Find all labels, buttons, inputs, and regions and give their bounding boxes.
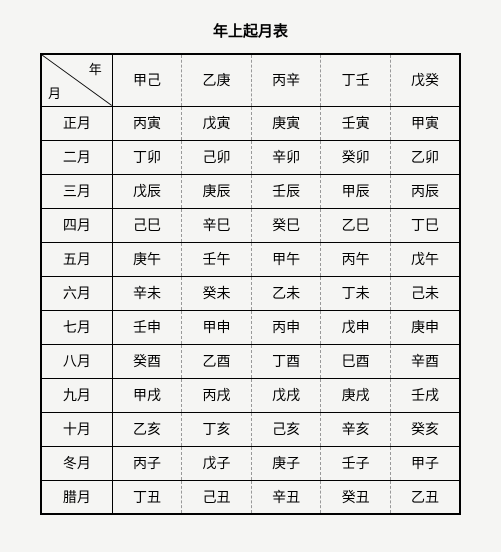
table-cell: 丙戌 — [182, 378, 252, 412]
table-cell: 丙辰 — [390, 174, 460, 208]
table-cell: 庚午 — [112, 242, 182, 276]
table-row: 冬月丙子戊子庚子壬子甲子 — [41, 446, 460, 480]
table-cell: 癸卯 — [321, 140, 391, 174]
table-cell: 甲申 — [182, 310, 252, 344]
table-cell: 丙午 — [321, 242, 391, 276]
table-cell: 庚申 — [390, 310, 460, 344]
table-cell: 辛巳 — [182, 208, 252, 242]
table-cell: 乙未 — [251, 276, 321, 310]
corner-year-label: 年 — [89, 59, 102, 78]
table-cell: 辛酉 — [390, 344, 460, 378]
table-cell: 戊子 — [182, 446, 252, 480]
col-header: 丁壬 — [321, 54, 391, 106]
table-cell: 戊申 — [321, 310, 391, 344]
table-cell: 丁卯 — [112, 140, 182, 174]
month-lookup-table: 年 月 甲己 乙庚 丙辛 丁壬 戊癸 正月丙寅戊寅庚寅壬寅甲寅二月丁卯己卯辛卯癸… — [40, 53, 461, 515]
table-cell: 癸酉 — [112, 344, 182, 378]
table-row: 七月壬申甲申丙申戊申庚申 — [41, 310, 460, 344]
table-cell: 甲午 — [251, 242, 321, 276]
table-cell: 辛丑 — [251, 480, 321, 514]
table-row: 十月乙亥丁亥己亥辛亥癸亥 — [41, 412, 460, 446]
row-header: 正月 — [41, 106, 112, 140]
row-header: 腊月 — [41, 480, 112, 514]
table-cell: 乙丑 — [390, 480, 460, 514]
table-cell: 丁巳 — [390, 208, 460, 242]
table-row: 九月甲戌丙戌戊戌庚戌壬戌 — [41, 378, 460, 412]
table-cell: 乙巳 — [321, 208, 391, 242]
table-cell: 庚子 — [251, 446, 321, 480]
table-wrapper: 年 月 甲己 乙庚 丙辛 丁壬 戊癸 正月丙寅戊寅庚寅壬寅甲寅二月丁卯己卯辛卯癸… — [40, 53, 461, 515]
table-cell: 己卯 — [182, 140, 252, 174]
table-cell: 甲寅 — [390, 106, 460, 140]
row-header: 八月 — [41, 344, 112, 378]
table-cell: 辛卯 — [251, 140, 321, 174]
table-cell: 戊辰 — [112, 174, 182, 208]
table-cell: 壬子 — [321, 446, 391, 480]
table-cell: 壬午 — [182, 242, 252, 276]
row-header: 十月 — [41, 412, 112, 446]
col-header: 丙辛 — [251, 54, 321, 106]
table-cell: 丙子 — [112, 446, 182, 480]
table-cell: 巳酉 — [321, 344, 391, 378]
table-row: 二月丁卯己卯辛卯癸卯乙卯 — [41, 140, 460, 174]
row-header: 四月 — [41, 208, 112, 242]
table-row: 腊月丁丑己丑辛丑癸丑乙丑 — [41, 480, 460, 514]
table-row: 六月辛未癸未乙未丁未己未 — [41, 276, 460, 310]
table-body: 正月丙寅戊寅庚寅壬寅甲寅二月丁卯己卯辛卯癸卯乙卯三月戊辰庚辰壬辰甲辰丙辰四月己巳… — [41, 106, 460, 514]
table-cell: 乙酉 — [182, 344, 252, 378]
row-header: 冬月 — [41, 446, 112, 480]
header-row: 年 月 甲己 乙庚 丙辛 丁壬 戊癸 — [41, 54, 460, 106]
table-cell: 癸丑 — [321, 480, 391, 514]
table-cell: 壬戌 — [390, 378, 460, 412]
table-cell: 甲辰 — [321, 174, 391, 208]
row-header: 六月 — [41, 276, 112, 310]
corner-cell: 年 月 — [41, 54, 112, 106]
table-cell: 丁丑 — [112, 480, 182, 514]
table-cell: 癸未 — [182, 276, 252, 310]
table-cell: 辛未 — [112, 276, 182, 310]
table-row: 四月己巳辛巳癸巳乙巳丁巳 — [41, 208, 460, 242]
row-header: 二月 — [41, 140, 112, 174]
table-cell: 甲戌 — [112, 378, 182, 412]
table-cell: 戊午 — [390, 242, 460, 276]
table-cell: 乙亥 — [112, 412, 182, 446]
table-title: 年上起月表 — [20, 20, 481, 41]
table-cell: 己未 — [390, 276, 460, 310]
table-cell: 癸巳 — [251, 208, 321, 242]
table-cell: 丙申 — [251, 310, 321, 344]
table-cell: 丁酉 — [251, 344, 321, 378]
row-header: 七月 — [41, 310, 112, 344]
table-row: 三月戊辰庚辰壬辰甲辰丙辰 — [41, 174, 460, 208]
table-cell: 丁亥 — [182, 412, 252, 446]
table-cell: 辛亥 — [321, 412, 391, 446]
row-header: 三月 — [41, 174, 112, 208]
table-cell: 壬申 — [112, 310, 182, 344]
row-header: 五月 — [41, 242, 112, 276]
table-cell: 壬辰 — [251, 174, 321, 208]
row-header: 九月 — [41, 378, 112, 412]
col-header: 乙庚 — [182, 54, 252, 106]
table-cell: 庚戌 — [321, 378, 391, 412]
corner-month-label: 月 — [48, 83, 61, 102]
table-cell: 己丑 — [182, 480, 252, 514]
table-cell: 癸亥 — [390, 412, 460, 446]
table-row: 八月癸酉乙酉丁酉巳酉辛酉 — [41, 344, 460, 378]
table-cell: 壬寅 — [321, 106, 391, 140]
table-cell: 庚寅 — [251, 106, 321, 140]
table-cell: 庚辰 — [182, 174, 252, 208]
table-cell: 戊寅 — [182, 106, 252, 140]
table-row: 正月丙寅戊寅庚寅壬寅甲寅 — [41, 106, 460, 140]
table-cell: 丙寅 — [112, 106, 182, 140]
table-cell: 甲子 — [390, 446, 460, 480]
table-cell: 丁未 — [321, 276, 391, 310]
table-cell: 戊戌 — [251, 378, 321, 412]
table-cell: 己巳 — [112, 208, 182, 242]
table-cell: 乙卯 — [390, 140, 460, 174]
table-cell: 己亥 — [251, 412, 321, 446]
table-row: 五月庚午壬午甲午丙午戊午 — [41, 242, 460, 276]
col-header: 戊癸 — [390, 54, 460, 106]
col-header: 甲己 — [112, 54, 182, 106]
